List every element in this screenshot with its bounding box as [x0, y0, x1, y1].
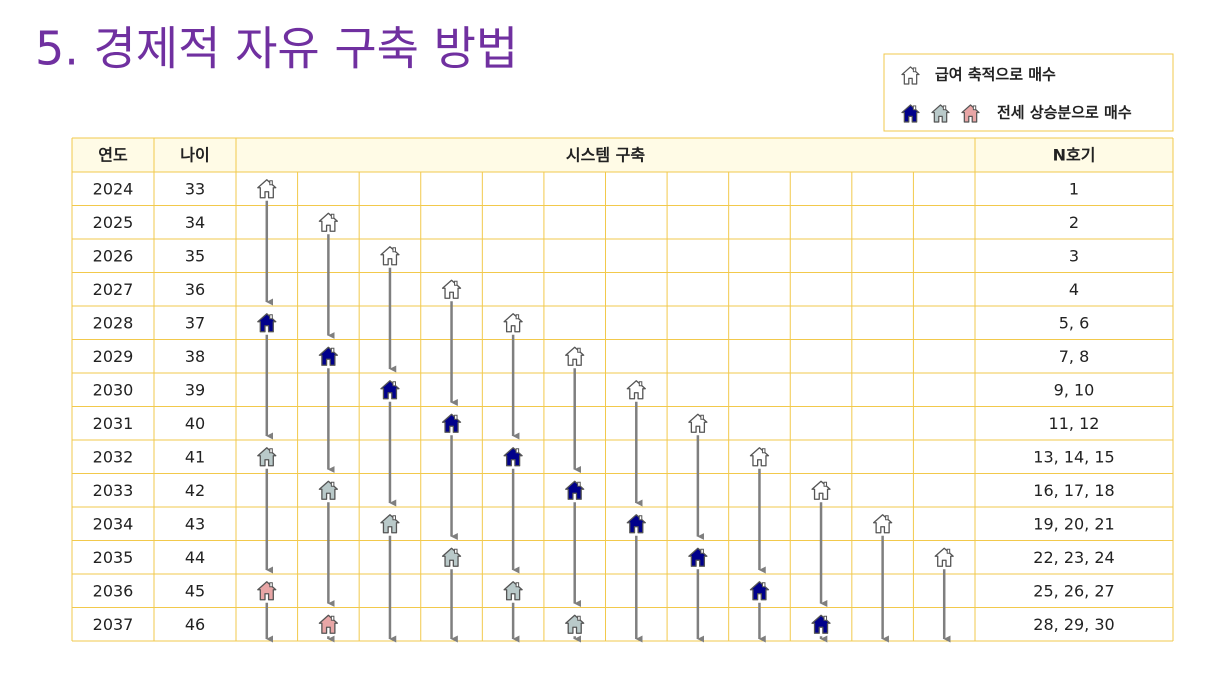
cell: 2027 — [93, 280, 134, 299]
house-icon — [565, 480, 585, 500]
header-cell: 나이 — [180, 146, 209, 165]
cell: 44 — [185, 548, 205, 567]
cell: 45 — [185, 581, 205, 600]
cell: 2032 — [93, 447, 134, 466]
cell: 13, 14, 15 — [1033, 447, 1114, 466]
cell: 7, 8 — [1059, 347, 1090, 366]
legend-label: 급여 축적으로 매수 — [935, 66, 1056, 84]
cell: 2028 — [93, 313, 134, 332]
cell: 2 — [1069, 213, 1079, 232]
cell: 5, 6 — [1059, 313, 1090, 332]
cell: 37 — [185, 313, 205, 332]
house-icon — [934, 547, 954, 567]
cell: 9, 10 — [1054, 380, 1095, 399]
house-icon — [380, 380, 400, 400]
cell: 36 — [185, 280, 205, 299]
cell: 46 — [185, 615, 205, 634]
house-icon — [565, 346, 585, 366]
house-icon — [565, 614, 585, 634]
house-icon — [872, 514, 893, 534]
cell: 2030 — [93, 380, 134, 399]
cell: 2033 — [93, 481, 134, 500]
house-icon — [811, 614, 831, 634]
house-icon — [688, 547, 708, 567]
house-icon — [441, 413, 462, 433]
cell: 38 — [185, 347, 205, 366]
header-cell: N호기 — [1053, 146, 1096, 165]
house-icon — [811, 480, 831, 500]
house-icon — [380, 246, 400, 266]
cell: 2037 — [93, 615, 134, 634]
house-icon — [503, 313, 523, 333]
legend-box — [883, 53, 1174, 132]
cell: 35 — [185, 246, 205, 265]
house-icon — [257, 179, 277, 199]
cell: 2024 — [93, 179, 134, 198]
house-icon — [688, 413, 708, 433]
house-icon — [257, 447, 277, 467]
title: 5. 경제적 자유 구축 방법 — [35, 22, 518, 76]
house-icon — [503, 581, 523, 601]
cell: 4 — [1069, 280, 1079, 299]
house-icon — [749, 447, 770, 467]
cell: 1 — [1069, 179, 1079, 198]
legend-label: 전세 상승분으로 매수 — [997, 104, 1132, 122]
cell: 43 — [185, 514, 205, 533]
cell: 2026 — [93, 246, 134, 265]
house-icon — [380, 514, 400, 534]
table: 연도 나이 시스템 구축 N호기 2024 33 1 2025 34 2 2026 35 3 2027 36… — [71, 137, 1174, 643]
cell: 42 — [185, 481, 205, 500]
cell: 16, 17, 18 — [1033, 481, 1114, 500]
cell: 2029 — [93, 347, 134, 366]
cell: 2035 — [93, 548, 134, 567]
house-icon — [318, 480, 339, 500]
cell: 11, 12 — [1049, 414, 1100, 433]
cell: 2025 — [93, 213, 134, 232]
house-icon — [626, 514, 646, 534]
house-icon — [503, 447, 523, 467]
cell: 41 — [185, 447, 205, 466]
cell: 22, 23, 24 — [1033, 548, 1114, 567]
cell: 33 — [185, 179, 205, 198]
cell: 2034 — [93, 514, 134, 533]
cell: 2036 — [93, 581, 134, 600]
house-icon — [318, 346, 339, 366]
cell: 39 — [185, 380, 205, 399]
header-cell: 시스템 구축 — [566, 146, 645, 165]
cell: 28, 29, 30 — [1033, 615, 1114, 634]
house-icon — [441, 279, 462, 299]
cell: 2031 — [93, 414, 134, 433]
cell: 25, 26, 27 — [1033, 581, 1114, 600]
cell: 3 — [1069, 246, 1079, 265]
house-icon — [318, 212, 339, 232]
house-icon — [626, 380, 646, 400]
cell: 40 — [185, 414, 205, 433]
header-cell: 연도 — [98, 146, 128, 165]
cell: 19, 20, 21 — [1033, 514, 1114, 533]
house-icon — [749, 581, 770, 601]
house-icon — [257, 313, 277, 333]
header-bg — [72, 138, 1173, 172]
house-icon — [318, 614, 339, 634]
house-icon — [441, 547, 462, 567]
cell: 34 — [185, 213, 205, 232]
house-icon — [257, 581, 277, 601]
